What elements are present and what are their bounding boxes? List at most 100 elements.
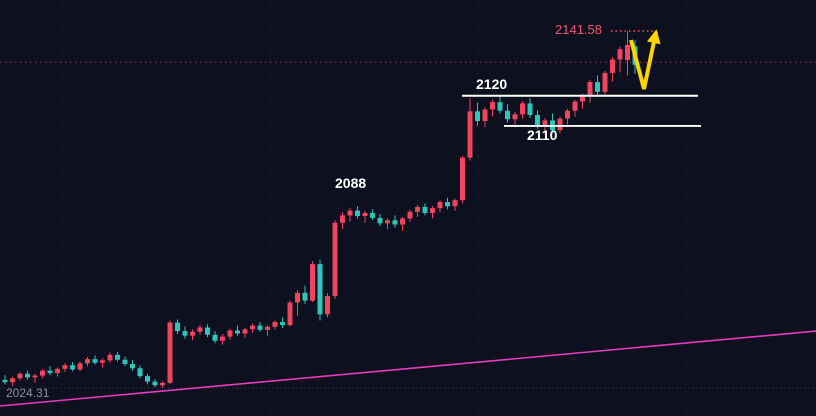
candle-body xyxy=(610,59,615,73)
candle xyxy=(175,319,180,335)
candle xyxy=(47,366,53,376)
candle xyxy=(422,203,428,216)
candle xyxy=(40,369,45,379)
candle-body xyxy=(62,365,68,369)
candle-body xyxy=(17,373,23,379)
candle-body xyxy=(392,220,398,225)
candle xyxy=(362,210,368,224)
candle-body xyxy=(235,330,240,334)
candle-body xyxy=(242,329,248,334)
candle xyxy=(70,362,75,372)
candle-body xyxy=(280,321,285,326)
candle-body xyxy=(512,114,518,120)
candle xyxy=(145,373,150,385)
candle xyxy=(460,156,465,204)
trend-line xyxy=(0,330,816,407)
candle-body xyxy=(437,202,443,209)
candle-body xyxy=(40,370,45,376)
candle-body xyxy=(565,110,570,119)
candle-body xyxy=(587,82,593,96)
candle-body xyxy=(580,95,585,102)
candle xyxy=(295,290,300,316)
candle xyxy=(182,326,188,339)
candle-body xyxy=(482,109,488,122)
candle-body xyxy=(490,102,495,110)
candle-body xyxy=(340,215,345,223)
candle xyxy=(190,329,195,341)
candle-body xyxy=(572,101,578,111)
candle-body xyxy=(505,110,510,120)
candle xyxy=(242,328,248,338)
candle xyxy=(280,317,285,329)
candle xyxy=(250,323,255,333)
forecast-arrow[interactable] xyxy=(629,29,661,90)
candle xyxy=(385,218,390,230)
candle xyxy=(220,334,225,345)
candle xyxy=(370,209,375,220)
candle xyxy=(347,207,353,222)
candle xyxy=(62,363,68,373)
candle-body xyxy=(400,218,405,225)
candle xyxy=(400,216,405,231)
candle xyxy=(617,46,623,73)
candle-body xyxy=(310,264,315,301)
candle-body xyxy=(445,202,450,207)
candle-body xyxy=(370,212,375,218)
candle xyxy=(10,376,15,386)
candle xyxy=(17,372,23,381)
candle xyxy=(227,328,233,340)
candle xyxy=(100,358,105,368)
ascending-trend-line xyxy=(0,330,816,407)
candle-body xyxy=(257,325,263,330)
candle xyxy=(340,212,345,230)
candle-body xyxy=(212,334,218,341)
candle xyxy=(55,367,60,377)
support-label: 2110 xyxy=(527,127,558,143)
candle-body xyxy=(227,330,233,337)
candle xyxy=(310,261,315,303)
zigzag-up-arrow[interactable] xyxy=(629,29,661,90)
candle xyxy=(197,325,203,335)
candle-body xyxy=(617,49,623,60)
candle xyxy=(92,355,98,365)
candle xyxy=(565,108,570,125)
candle xyxy=(137,365,143,379)
candle xyxy=(482,107,488,128)
candle-body xyxy=(182,331,188,336)
candle-body xyxy=(175,322,180,332)
candle-body xyxy=(145,376,150,382)
candle-body xyxy=(122,359,128,364)
candle-body xyxy=(497,102,503,111)
candle-body xyxy=(85,359,90,364)
candle-body xyxy=(250,325,255,330)
candle xyxy=(557,116,563,134)
candle-body xyxy=(302,292,308,301)
candle-body xyxy=(32,375,38,378)
candle-body xyxy=(272,321,278,327)
candle xyxy=(265,325,270,336)
candle-body xyxy=(520,103,525,115)
candle-body xyxy=(190,331,195,336)
candle-body xyxy=(70,365,75,370)
candle xyxy=(602,70,608,97)
candle-body xyxy=(355,210,360,217)
candle-body xyxy=(295,292,300,303)
dotted-price-lines xyxy=(0,30,816,389)
candle-body xyxy=(137,368,143,377)
candle-body xyxy=(535,114,540,126)
candle-body xyxy=(467,111,473,158)
candle-body xyxy=(205,327,210,335)
candle xyxy=(415,204,420,217)
candle xyxy=(302,285,308,304)
candle-body xyxy=(107,354,113,361)
candle xyxy=(32,373,38,383)
candle-body xyxy=(332,222,338,297)
candle-body xyxy=(197,327,203,332)
candle-body xyxy=(475,111,480,122)
candle xyxy=(272,320,278,330)
candle-body xyxy=(625,44,630,61)
candle-body xyxy=(77,363,83,370)
candle-body xyxy=(602,72,608,92)
